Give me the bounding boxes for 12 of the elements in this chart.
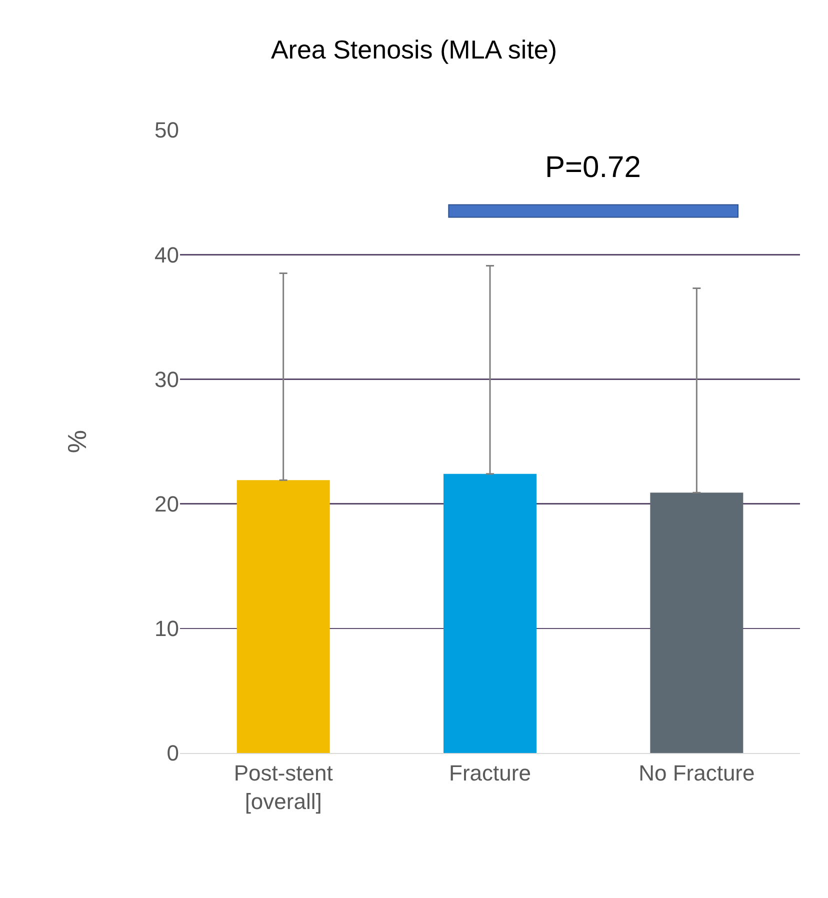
y-tick-label: 20 bbox=[154, 492, 179, 516]
y-tick-label: 30 bbox=[154, 366, 179, 392]
y-tick-label: 50 bbox=[154, 118, 179, 143]
annotation: P=0.72 bbox=[545, 151, 641, 184]
chart-title: Area Stenosis (MLA site) bbox=[270, 34, 558, 65]
x-tick-label: Fracture bbox=[449, 760, 531, 786]
y-axis-title: % bbox=[62, 430, 92, 454]
x-tick-label: Post-stent [overall] bbox=[234, 760, 333, 814]
y-tick-label: 40 bbox=[154, 242, 179, 268]
y-tick-label: 10 bbox=[154, 616, 179, 642]
y-tick-label: 0 bbox=[166, 740, 179, 766]
x-tick-label: No Fracture bbox=[638, 760, 755, 786]
